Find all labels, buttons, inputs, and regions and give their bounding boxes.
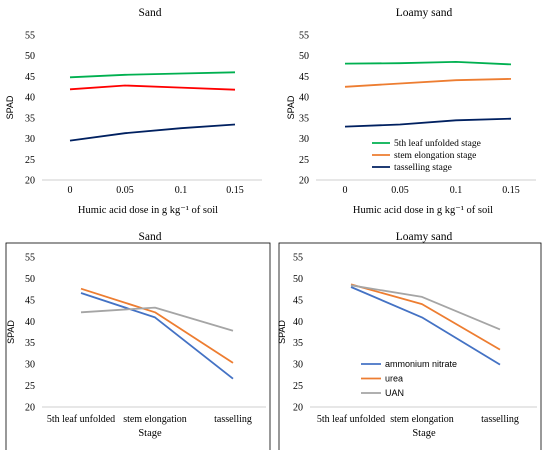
y-tick-label: 30: [293, 360, 303, 371]
x-tick-label: 0.1: [175, 185, 188, 196]
chart-title: Loamy sand: [396, 231, 453, 243]
chart-panel-2: Loamy sand 20 25 30 35 40 45 50 55 0 0.05 0.1 0.15 Hu…: [286, 7, 536, 216]
y-tick-label: 50: [25, 51, 35, 62]
series-line-2: [350, 283, 501, 351]
y-tick-label: 40: [293, 317, 303, 328]
y-tick-label: 20: [25, 176, 35, 187]
series-line-2: [80, 287, 234, 364]
y-tick-label: 25: [25, 155, 35, 166]
chart-title: Sand: [139, 231, 162, 243]
legend-label: ammonium nitrate: [385, 359, 457, 369]
x-tick-label: 5th leaf unfolded: [47, 414, 115, 425]
series-line-1: [69, 71, 236, 79]
y-tick-label: 30: [25, 134, 35, 145]
series-line-3: [80, 306, 234, 332]
y-tick-label: 50: [293, 274, 303, 285]
y-tick-label: 40: [25, 93, 35, 104]
legend-label: stem elongation stage: [394, 151, 476, 161]
x-axis-label: Humic acid dose in g kg⁻¹ of soil: [78, 205, 218, 216]
y-tick-label: 45: [25, 295, 35, 306]
y-tick-label: 35: [25, 113, 35, 124]
y-tick-label: 25: [293, 381, 303, 392]
y-tick-label: 45: [25, 72, 35, 83]
series-line-3: [344, 117, 512, 128]
x-axis-label: Humic acid dose in g kg⁻¹ of soil: [353, 205, 493, 216]
x-tick-label: tasselling: [214, 414, 252, 425]
y-tick-label: 35: [25, 338, 35, 349]
x-tick-label: 0.15: [502, 185, 520, 196]
y-tick-label: 30: [299, 134, 309, 145]
x-tick-label: stem elongation: [390, 414, 454, 425]
x-tick-label: 0.1: [450, 185, 463, 196]
x-axis-label: Stage: [138, 428, 162, 439]
legend-label: UAN: [385, 388, 404, 398]
y-tick-label: 35: [299, 113, 309, 124]
y-tick-label: 20: [299, 176, 309, 187]
x-axis-label: Stage: [412, 428, 436, 439]
series-line-1: [350, 286, 501, 366]
chart-panel-1: Sand 20 25 30 35 40 45 50 55 0 0.05 0.1 0.15 Humic ac…: [5, 7, 262, 216]
series-line-3: [350, 284, 501, 331]
y-tick-label: 55: [293, 253, 303, 264]
x-tick-label: 0: [343, 185, 348, 196]
x-tick-label: 5th leaf unfolded: [317, 414, 385, 425]
series-line-2: [69, 84, 236, 91]
y-axis-label: SPAD: [5, 95, 15, 119]
x-tick-label: 0.05: [116, 185, 134, 196]
y-tick-label: 50: [25, 274, 35, 285]
y-axis-label: SPAD: [286, 95, 296, 119]
y-tick-label: 50: [299, 51, 309, 62]
y-tick-label: 20: [25, 403, 35, 414]
y-tick-label: 40: [25, 317, 35, 328]
x-tick-label: 0: [68, 185, 73, 196]
y-axis-label: SPAD: [6, 320, 16, 344]
chart-border: [5, 242, 271, 450]
x-tick-label: stem elongation: [123, 414, 187, 425]
y-tick-label: 35: [293, 338, 303, 349]
chart-panel-4: Loamy sand 20 25 30 35 40 45 50 55 5th leaf unfol…: [277, 231, 542, 450]
y-tick-label: 55: [299, 31, 309, 42]
y-axis-label: SPAD: [277, 320, 287, 344]
chart-panel-3: Sand 20 25 30 35 40 45 50 55 5th leaf unfolded ste…: [5, 231, 271, 450]
x-tick-label: 0.05: [391, 185, 409, 196]
x-tick-label: tasselling: [481, 414, 519, 425]
series-line-1: [80, 292, 234, 380]
series-line-1: [344, 61, 512, 66]
y-tick-label: 25: [25, 381, 35, 392]
y-tick-label: 45: [293, 295, 303, 306]
y-tick-label: 45: [299, 72, 309, 83]
x-tick-label: 0.15: [226, 185, 244, 196]
y-tick-label: 55: [25, 31, 35, 42]
y-tick-label: 55: [25, 253, 35, 264]
legend-label: 5th leaf unfolded stage: [394, 138, 481, 149]
legend-label: urea: [385, 374, 403, 384]
chart-border: [278, 242, 542, 450]
series-line-3: [69, 123, 236, 142]
y-tick-label: 30: [25, 360, 35, 371]
legend-label: tasselling stage: [394, 163, 452, 173]
y-tick-label: 40: [299, 93, 309, 104]
series-line-2: [344, 78, 512, 88]
chart-title: Loamy sand: [396, 7, 453, 19]
y-tick-label: 20: [293, 403, 303, 414]
chart-title: Sand: [139, 7, 162, 19]
y-tick-label: 25: [299, 155, 309, 166]
